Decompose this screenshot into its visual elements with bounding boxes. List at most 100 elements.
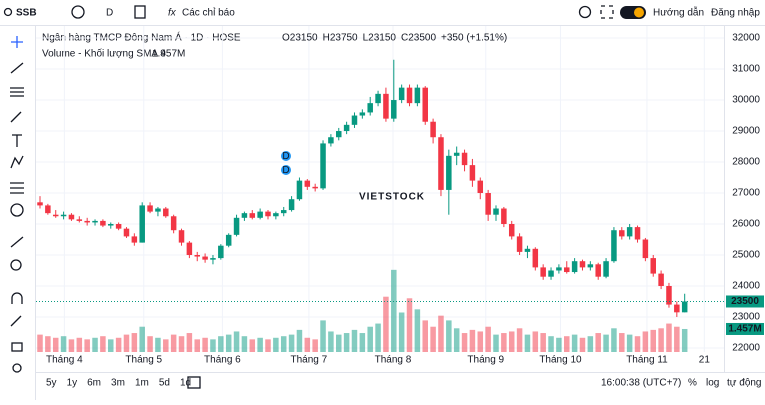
y-tick-label: 27000 xyxy=(732,188,760,199)
last-price-tag xyxy=(726,295,764,308)
candle-body xyxy=(84,220,90,223)
range-button[interactable]: 3m xyxy=(111,378,125,389)
range-button[interactable]: 1d xyxy=(180,378,191,389)
candle-body xyxy=(367,103,373,113)
candle-body xyxy=(579,261,586,268)
candle-body xyxy=(257,211,263,218)
volume-title: Volume - Khối lượng SMA 9 xyxy=(42,48,166,60)
candle-body xyxy=(548,270,554,277)
candle-body xyxy=(359,112,366,116)
guide[interactable]: Hướng dẫn xyxy=(653,6,704,19)
tool-eye[interactable] xyxy=(12,363,22,373)
volume-bar xyxy=(548,336,554,352)
tool-fib[interactable] xyxy=(10,87,24,97)
candle-body xyxy=(398,87,405,101)
candle-body xyxy=(351,115,358,125)
search-icon[interactable] xyxy=(3,7,13,17)
tool-lock[interactable] xyxy=(11,342,23,352)
candle-body xyxy=(674,304,680,313)
tool-lock-draw[interactable] xyxy=(10,315,22,327)
candle-body xyxy=(163,208,169,217)
candle-body xyxy=(60,214,67,217)
event-marker[interactable] xyxy=(281,151,291,161)
range-button[interactable]: 1m xyxy=(135,378,149,389)
x-tick-label: Tháng 10 xyxy=(539,355,582,366)
tool-line[interactable] xyxy=(10,62,24,74)
x-tick-label: Tháng 11 xyxy=(626,355,668,366)
x-tick-label: Tháng 7 xyxy=(291,355,328,366)
tool-emoji[interactable] xyxy=(10,203,24,217)
y-tick-label: 24000 xyxy=(732,281,760,292)
volume-bar xyxy=(210,339,216,352)
candle-body xyxy=(564,267,570,273)
range-button[interactable]: 6m xyxy=(87,378,101,389)
candle-body xyxy=(100,220,106,226)
volume-bar xyxy=(170,334,177,352)
interval[interactable]: D xyxy=(106,8,113,19)
y-tick-label: 25000 xyxy=(732,250,760,261)
candle-body xyxy=(438,137,444,190)
volume-bar xyxy=(265,339,271,352)
tool-magnet[interactable] xyxy=(11,292,23,304)
fx-icon[interactable]: fx xyxy=(168,8,177,19)
volume-bar xyxy=(422,320,428,352)
tool-cross[interactable] xyxy=(11,36,23,48)
tool-pattern[interactable] xyxy=(10,155,24,169)
volume-bar xyxy=(383,296,389,352)
volume-bar xyxy=(52,337,59,352)
candle-body xyxy=(170,216,177,231)
candle-body xyxy=(45,205,51,214)
volume-bar xyxy=(650,329,656,352)
fullscreen[interactable] xyxy=(600,5,614,19)
candle-body xyxy=(587,264,594,268)
indicators[interactable]: Các chỉ báo xyxy=(182,7,235,19)
volume-bar xyxy=(312,339,318,352)
candle-body xyxy=(273,213,279,217)
candle-body xyxy=(280,210,287,214)
log-toggle[interactable]: log xyxy=(706,378,719,389)
candle-body xyxy=(194,254,200,257)
volume-bar xyxy=(674,326,680,352)
tool-text[interactable] xyxy=(12,134,22,147)
candle-body xyxy=(131,236,138,243)
ohlc-value: C23500 xyxy=(401,33,436,44)
volume-bar xyxy=(336,334,342,352)
candle-body xyxy=(288,199,295,211)
auto-toggle[interactable]: tự động xyxy=(727,378,762,389)
percent-toggle[interactable]: % xyxy=(688,378,697,389)
symbol[interactable]: SSB xyxy=(16,8,37,19)
volume-bar xyxy=(155,337,161,352)
event-marker[interactable] xyxy=(281,165,291,175)
candle-body xyxy=(430,121,436,138)
add-symbol[interactable] xyxy=(71,5,85,19)
tool-brush[interactable] xyxy=(10,111,22,123)
candle-body xyxy=(556,267,562,271)
candle-body xyxy=(477,180,484,194)
candle-body xyxy=(485,193,491,215)
ohlc-value: +350 (+1.51%) xyxy=(441,33,507,44)
volume-bar xyxy=(115,337,122,352)
candle-body xyxy=(666,285,672,305)
range-button[interactable]: 1y xyxy=(67,378,78,389)
chart-type[interactable] xyxy=(134,5,146,19)
date-range[interactable] xyxy=(187,376,201,389)
candle-body xyxy=(383,93,389,119)
candle-body xyxy=(296,180,303,200)
range-button[interactable]: 5y xyxy=(46,378,57,389)
ohlc-value: O23150 xyxy=(282,33,318,44)
volume-bar xyxy=(367,326,373,352)
candle-body xyxy=(469,165,476,181)
tool-predict[interactable] xyxy=(10,182,24,194)
range-button[interactable]: 5d xyxy=(159,378,170,389)
volume-bar xyxy=(249,339,256,352)
volume-bar xyxy=(516,328,523,352)
tool-ruler[interactable] xyxy=(10,236,24,248)
ohlc-value: L23150 xyxy=(363,33,397,44)
volume-bar xyxy=(477,331,484,352)
settings[interactable] xyxy=(578,5,592,19)
volume-bar xyxy=(178,336,185,352)
tool-zoom[interactable] xyxy=(10,259,22,271)
volume-bar xyxy=(163,339,169,352)
login[interactable]: Đăng nhập xyxy=(711,8,760,19)
